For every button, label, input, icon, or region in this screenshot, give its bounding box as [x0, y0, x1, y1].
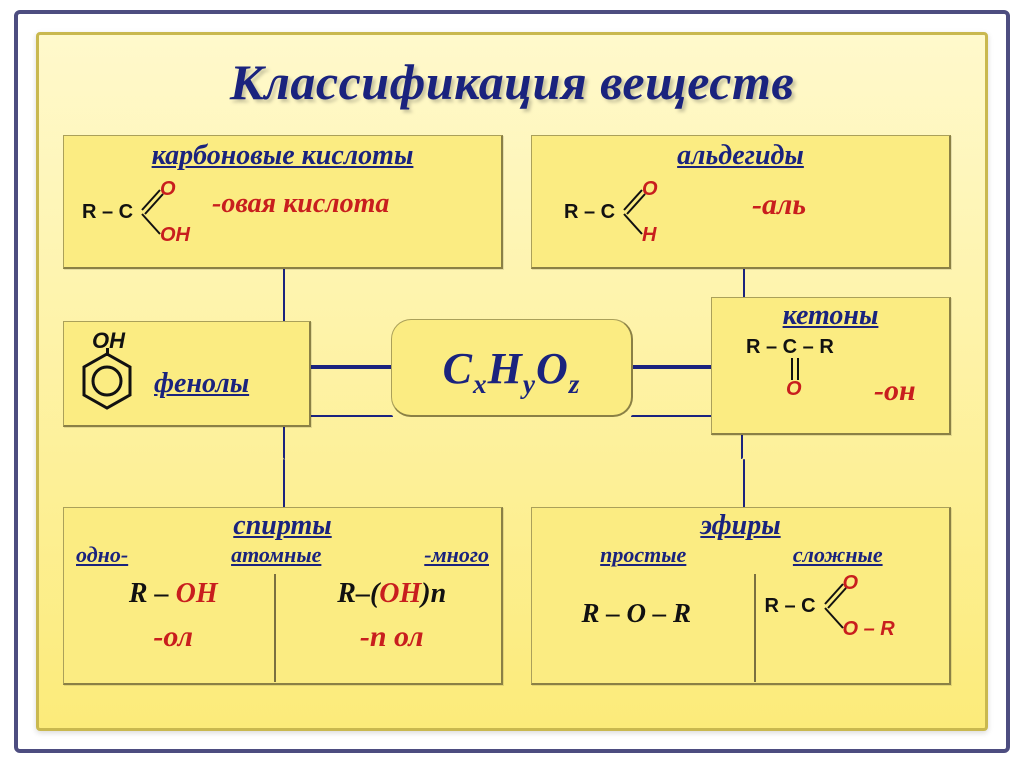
- card-header: фенолы: [154, 368, 249, 400]
- center-formula-card: CxHуOz: [391, 319, 633, 417]
- connector: [283, 459, 285, 509]
- struct-bottom-atom: OH: [160, 224, 190, 247]
- connector: [743, 459, 745, 509]
- sublabel-mid: атомные: [231, 542, 321, 568]
- center-formula: CxHуOz: [392, 320, 631, 433]
- struct-top-atom: O: [843, 572, 895, 595]
- sublabel-left: простые: [546, 542, 741, 568]
- double-bond-icon: [823, 578, 847, 634]
- connector: [309, 367, 393, 369]
- divider-vertical: [274, 574, 276, 682]
- suffix-label: -аль: [752, 188, 806, 222]
- struct-bottom-atom: O – R: [843, 618, 895, 641]
- formula-simple-ether: R – O – R: [532, 598, 741, 629]
- subheader-row: одно- атомные -много: [64, 542, 501, 568]
- card-aldehydes: альдегиды O R – C H -аль: [531, 135, 951, 269]
- connector: [283, 267, 285, 325]
- struct-line1: R – C – R: [746, 336, 834, 359]
- suffix-right: -n ол: [283, 620, 502, 654]
- benzene-ring-icon: [78, 350, 136, 420]
- subheader-row: простые сложные: [532, 542, 949, 568]
- page-title: Классификация веществ: [39, 53, 985, 111]
- formula-left: R – OH: [64, 578, 283, 610]
- double-bond-icon: [622, 184, 646, 240]
- card-header: эфиры: [532, 510, 949, 542]
- suffix-label: -он: [874, 374, 916, 408]
- struct-oxygen: O: [786, 378, 802, 401]
- suffix-label: -овая кислота: [212, 188, 389, 220]
- card-header: кетоны: [712, 300, 949, 332]
- sublabel-right: -много: [424, 542, 489, 568]
- double-bond-icon: [140, 184, 164, 240]
- card-phenols: OH фенолы: [63, 321, 311, 427]
- chem-structure: O R – C H: [564, 178, 658, 247]
- oh-bond: [106, 348, 109, 356]
- suffix-left: -ол: [64, 620, 283, 654]
- double-bond-vertical-icon: [788, 358, 802, 380]
- card-header: альдегиды: [532, 140, 949, 172]
- card-header: карбоновые кислоты: [64, 140, 501, 172]
- sublabel-right: сложные: [741, 542, 936, 568]
- card-header: спирты: [64, 510, 501, 542]
- formula-right: R–(OH)n: [283, 578, 502, 610]
- inner-frame: Классификация веществ CxHуOz карбоновые …: [36, 32, 988, 731]
- card-ketones: кетоны R – C – R O -он: [711, 297, 951, 435]
- sublabel-left: одно-: [76, 542, 128, 568]
- struct-top-atom: O: [160, 178, 190, 201]
- connector: [631, 367, 715, 369]
- card-alcohols: спирты одно- атомные -много R – OH -ол R…: [63, 507, 503, 685]
- struct-prefix: R – C: [82, 201, 190, 224]
- chem-structure: O R – C OH: [82, 178, 190, 247]
- chem-structure: O R – C O – R: [765, 572, 895, 641]
- card-carboxylic-acids: карбоновые кислоты O R – C OH -овая кисл…: [63, 135, 503, 269]
- card-ethers: эфиры простые сложные R – O – R O R – C …: [531, 507, 951, 685]
